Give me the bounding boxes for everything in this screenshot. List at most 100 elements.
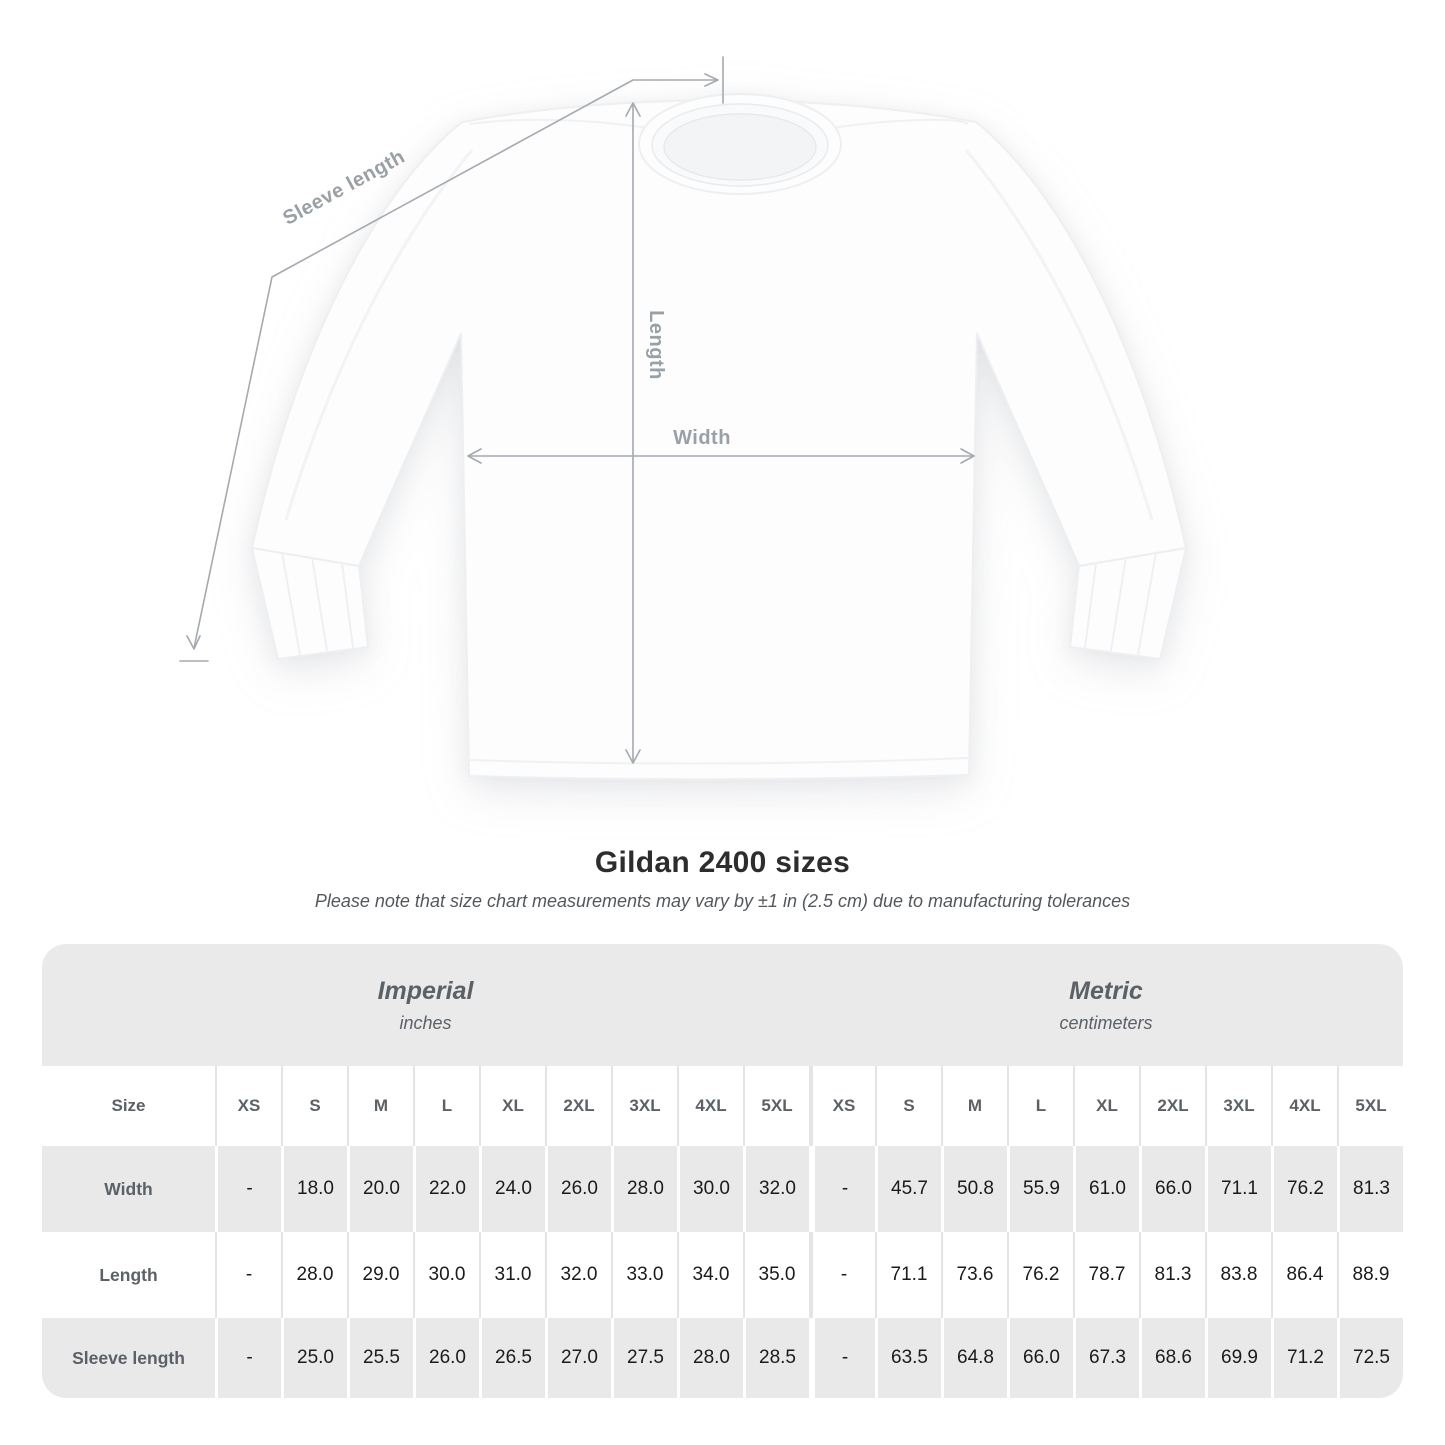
cuff-seam-left — [251, 547, 360, 567]
col-header: L — [413, 1066, 479, 1146]
col-header: XS — [809, 1066, 875, 1146]
value-cell: 66.0 — [1139, 1146, 1205, 1232]
sleeve-crease-left — [284, 149, 474, 521]
value-cell: 67.3 — [1073, 1318, 1139, 1398]
value-cell: - — [809, 1146, 875, 1232]
tolerance-note: Please note that size chart measurements… — [314, 891, 1131, 911]
value-cell: 20.0 — [347, 1146, 413, 1232]
value-cell: - — [215, 1318, 281, 1398]
value-cell: 33.0 — [611, 1232, 677, 1318]
value-cell: 88.9 — [1337, 1232, 1403, 1318]
value-cell: - — [809, 1318, 875, 1398]
col-header: 3XL — [1205, 1066, 1271, 1146]
col-header: L — [1007, 1066, 1073, 1146]
col-header: 2XL — [545, 1066, 611, 1146]
value-cell: 24.0 — [479, 1146, 545, 1232]
cuff-seam-right — [1078, 547, 1187, 567]
value-cell: 76.2 — [1007, 1232, 1073, 1318]
value-cell: 66.0 — [1007, 1318, 1073, 1398]
row-label-width: Width — [42, 1146, 215, 1232]
value-cell: 29.0 — [347, 1232, 413, 1318]
value-cell: 78.7 — [1073, 1232, 1139, 1318]
cuff-ribs-left — [281, 551, 354, 656]
sleeve-crease-right — [964, 149, 1154, 521]
row-label-sleeve-length: Sleeve length — [42, 1318, 215, 1398]
imperial-group-name: Imperial — [377, 976, 474, 1005]
shirt-silhouette — [250, 98, 1188, 781]
col-header: S — [281, 1066, 347, 1146]
value-cell: 26.0 — [413, 1318, 479, 1398]
value-cell: 83.8 — [1205, 1232, 1271, 1318]
value-cell: 25.0 — [281, 1318, 347, 1398]
col-header: 4XL — [1271, 1066, 1337, 1146]
value-cell: 45.7 — [875, 1146, 941, 1232]
value-cell: 69.9 — [1205, 1318, 1271, 1398]
value-cell: 18.0 — [281, 1146, 347, 1232]
value-cell: - — [215, 1146, 281, 1232]
value-cell: 86.4 — [1271, 1232, 1337, 1318]
value-cell: 68.6 — [1139, 1318, 1205, 1398]
col-header: M — [347, 1066, 413, 1146]
collar-opening — [663, 113, 817, 181]
metric-group-header: Metric centimeters — [809, 944, 1403, 1066]
value-cell: 81.3 — [1337, 1146, 1403, 1232]
cuff-ribs-right — [1084, 551, 1157, 656]
length-arrow: Length — [625, 102, 667, 764]
value-cell: 28.0 — [611, 1146, 677, 1232]
col-header: 5XL — [743, 1066, 809, 1146]
value-cell: 72.5 — [1337, 1318, 1403, 1398]
width-arrow: Width — [467, 427, 975, 464]
col-header: XL — [1073, 1066, 1139, 1146]
value-cell: 63.5 — [875, 1318, 941, 1398]
col-header: XL — [479, 1066, 545, 1146]
value-cell: 28.0 — [677, 1318, 743, 1398]
value-cell: 71.1 — [1205, 1146, 1271, 1232]
value-cell: 25.5 — [347, 1318, 413, 1398]
shirt-measurement-diagram: Sleeve length Length Width — [179, 56, 1188, 781]
value-cell: 61.0 — [1073, 1146, 1139, 1232]
shirt-illustration — [250, 93, 1188, 781]
col-header-size: Size — [42, 1066, 215, 1146]
value-cell: 73.6 — [941, 1232, 1007, 1318]
value-cell: 55.9 — [1007, 1146, 1073, 1232]
col-header: 4XL — [677, 1066, 743, 1146]
value-cell: 71.1 — [875, 1232, 941, 1318]
value-cell: 76.2 — [1271, 1146, 1337, 1232]
value-cell: 27.0 — [545, 1318, 611, 1398]
value-cell: 34.0 — [677, 1232, 743, 1318]
row-label-length: Length — [42, 1232, 215, 1318]
value-cell: - — [809, 1232, 875, 1318]
value-cell: 64.8 — [941, 1318, 1007, 1398]
hem-seam — [467, 757, 969, 765]
value-cell: 32.0 — [545, 1232, 611, 1318]
imperial-group-header: Imperial inches — [42, 944, 809, 1066]
value-cell: - — [215, 1232, 281, 1318]
metric-group-unit: centimeters — [1059, 1012, 1153, 1033]
size-table: Imperial inches Metric centimeters Size … — [42, 944, 1403, 1398]
value-cell: 27.5 — [611, 1318, 677, 1398]
value-cell: 30.0 — [677, 1146, 743, 1232]
value-cell: 28.0 — [281, 1232, 347, 1318]
col-header: M — [941, 1066, 1007, 1146]
shoulder-seam-left — [469, 118, 649, 129]
value-cell: 35.0 — [743, 1232, 809, 1318]
page-title: Gildan 2400 sizes — [594, 846, 851, 879]
width-label: Width — [673, 427, 731, 449]
col-header: XS — [215, 1066, 281, 1146]
value-cell: 32.0 — [743, 1146, 809, 1232]
value-cell: 31.0 — [479, 1232, 545, 1318]
value-cell: 28.5 — [743, 1318, 809, 1398]
value-cell: 71.2 — [1271, 1318, 1337, 1398]
length-label: Length — [645, 310, 667, 380]
imperial-group-unit: inches — [399, 1012, 452, 1033]
shoulder-seam-right — [831, 118, 969, 129]
value-cell: 50.8 — [941, 1146, 1007, 1232]
value-cell: 26.0 — [545, 1146, 611, 1232]
value-cell: 22.0 — [413, 1146, 479, 1232]
value-cell: 26.5 — [479, 1318, 545, 1398]
value-cell: 81.3 — [1139, 1232, 1205, 1318]
col-header: 2XL — [1139, 1066, 1205, 1146]
col-header: S — [875, 1066, 941, 1146]
col-header: 5XL — [1337, 1066, 1403, 1146]
